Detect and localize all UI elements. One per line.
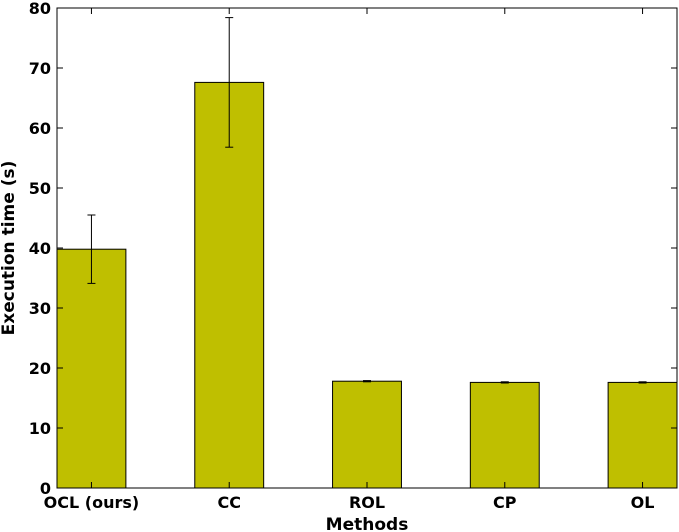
y-tick-label-20: 20: [29, 359, 51, 378]
bar-cc: [194, 81, 265, 489]
y-tick-label-50: 50: [29, 179, 51, 198]
bar-cp: [469, 381, 540, 489]
y-tick-label-60: 60: [29, 119, 51, 138]
x-tick-label-cp: CP: [493, 493, 517, 512]
x-axis-label: Methods: [326, 515, 409, 532]
y-tick-label-80: 80: [29, 0, 51, 18]
y-tick-label-70: 70: [29, 59, 51, 78]
error-bars-layer: [87, 17, 647, 384]
y-tick-label-40: 40: [29, 239, 51, 258]
plot-frame: [56, 7, 678, 489]
y-tick-label-0: 0: [40, 479, 51, 498]
y-axis-label: Execution time (s): [0, 161, 19, 336]
y-tick-labels: 0 10 20 30 40 50 60 70 80: [29, 0, 51, 498]
error-bar-ol: [638, 381, 647, 384]
y-tick-label-10: 10: [29, 419, 51, 438]
x-tick-label-ol: OL: [631, 493, 655, 512]
x-tick-label-ocl-ours: OCL (ours): [44, 493, 140, 512]
bar-ocl-ours: [56, 248, 127, 489]
error-bar-cp: [500, 381, 509, 384]
bar-ol: [607, 381, 678, 489]
bar-rol: [332, 380, 402, 489]
x-tick-labels: OCL (ours) CC ROL CP OL: [44, 493, 655, 512]
error-bar-ocl-ours: [87, 214, 96, 284]
x-tick-label-cc: CC: [217, 493, 240, 512]
error-bar-cc: [225, 17, 234, 148]
y-tick-label-30: 30: [29, 299, 51, 318]
x-tick-label-rol: ROL: [349, 493, 385, 512]
bars-layer: [56, 81, 678, 489]
error-bar-rol: [363, 380, 371, 383]
